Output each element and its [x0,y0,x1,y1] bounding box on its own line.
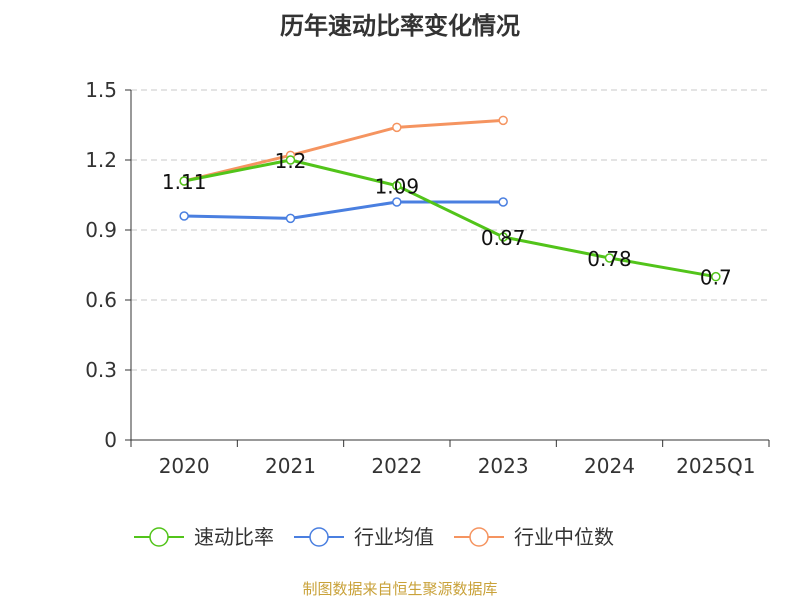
series-line [184,200,504,220]
data-label: 0.7 [700,266,732,290]
legend-marker [469,527,489,547]
x-tick-label: 2021 [265,454,316,478]
series-line [183,158,717,279]
x-tick-label: 2022 [371,454,422,478]
legend-label: 速动比率 [194,525,274,549]
data-point [711,271,721,282]
y-tick-label: 0.3 [85,358,117,382]
y-tick-label: 1.2 [85,148,117,172]
x-tick-label: 2020 [159,454,210,478]
data-point [392,197,402,207]
data-point [392,180,402,191]
data-point [285,213,296,224]
y-tick-label: 0.9 [85,218,117,242]
data-label: 0.78 [587,247,632,271]
data-label: 0.87 [481,226,526,250]
x-tick-label: 2024 [584,454,635,478]
data-label: 1.2 [275,149,307,173]
series-line [183,118,504,183]
legend-marker [309,527,329,547]
data-label: 1.11 [162,170,207,194]
source-note: 制图数据来自恒生聚源数据库 [302,580,498,598]
data-point [179,211,189,221]
data-point [498,115,508,126]
data-point [179,176,189,186]
data-point [285,155,296,165]
y-tick-label: 1.5 [85,78,117,102]
data-point [392,122,402,133]
chart-title: 历年速动比率变化情况 [280,12,520,40]
legend-label: 行业均值 [354,525,434,549]
data-point [498,232,508,242]
x-tick-label: 2025Q1 [676,454,755,478]
y-tick-label: 0.6 [85,288,117,312]
data-point [604,253,615,263]
legend-marker [149,527,169,547]
x-tick-label: 2023 [478,454,529,478]
legend-label: 行业中位数 [514,525,614,549]
data-point [498,197,508,207]
data-label: 1.09 [375,175,420,199]
y-tick-label: 0 [104,428,117,452]
